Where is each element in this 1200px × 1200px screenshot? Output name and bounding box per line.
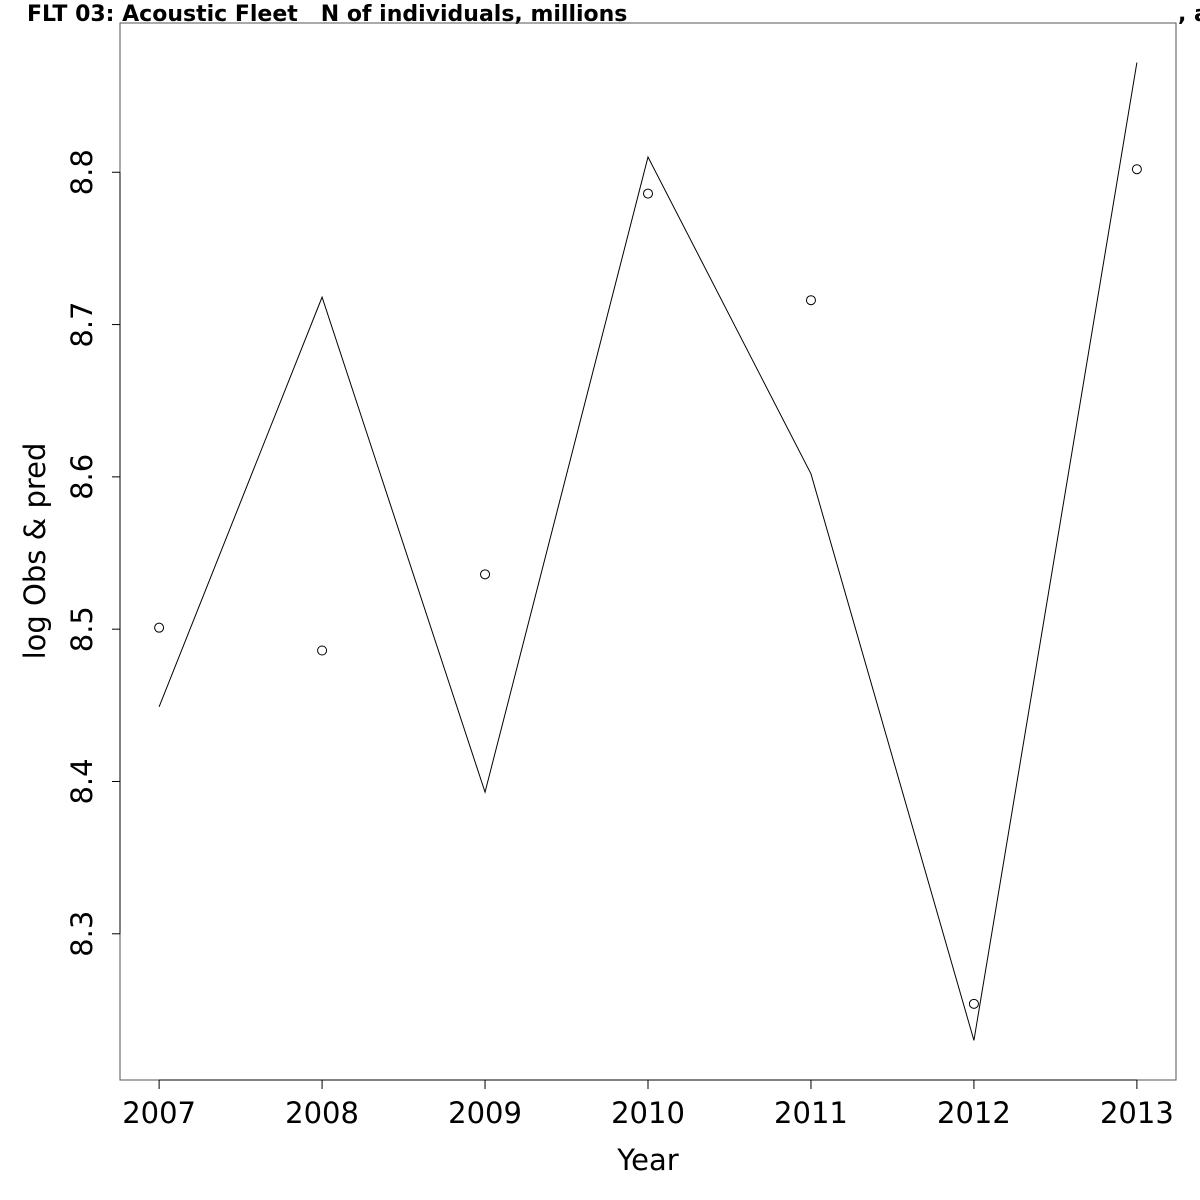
y-axis-label: log Obs & pred <box>18 443 52 660</box>
x-tick-label: 2010 <box>611 1096 685 1130</box>
y-tick-label: 8.8 <box>65 149 99 195</box>
obs-point <box>643 188 653 199</box>
x-tick-label: 2012 <box>937 1096 1011 1130</box>
x-tick-label: 2007 <box>122 1096 196 1130</box>
obs-point <box>1131 164 1142 175</box>
x-tick-label: 2011 <box>774 1096 848 1130</box>
obs-point <box>317 645 328 656</box>
pred-line <box>158 62 1138 1041</box>
x-axis-label: Year <box>616 1143 678 1177</box>
y-tick-label: 8.7 <box>65 302 99 348</box>
y-tick-label: 8.5 <box>65 606 99 652</box>
x-tick-label: 2009 <box>448 1096 522 1130</box>
obs-point <box>968 998 979 1009</box>
plot-box <box>119 22 1177 1081</box>
x-tick-label: 2008 <box>285 1096 359 1130</box>
y-tick-label: 8.6 <box>65 454 99 500</box>
obs-point <box>805 295 816 306</box>
chart-title-tail: , a <box>1178 2 1200 27</box>
x-tick-label: 2013 <box>1100 1096 1174 1130</box>
obs-point <box>154 622 165 633</box>
obs-point <box>480 569 491 580</box>
y-tick-label: 8.3 <box>65 911 99 957</box>
y-tick-label: 8.4 <box>65 758 99 804</box>
